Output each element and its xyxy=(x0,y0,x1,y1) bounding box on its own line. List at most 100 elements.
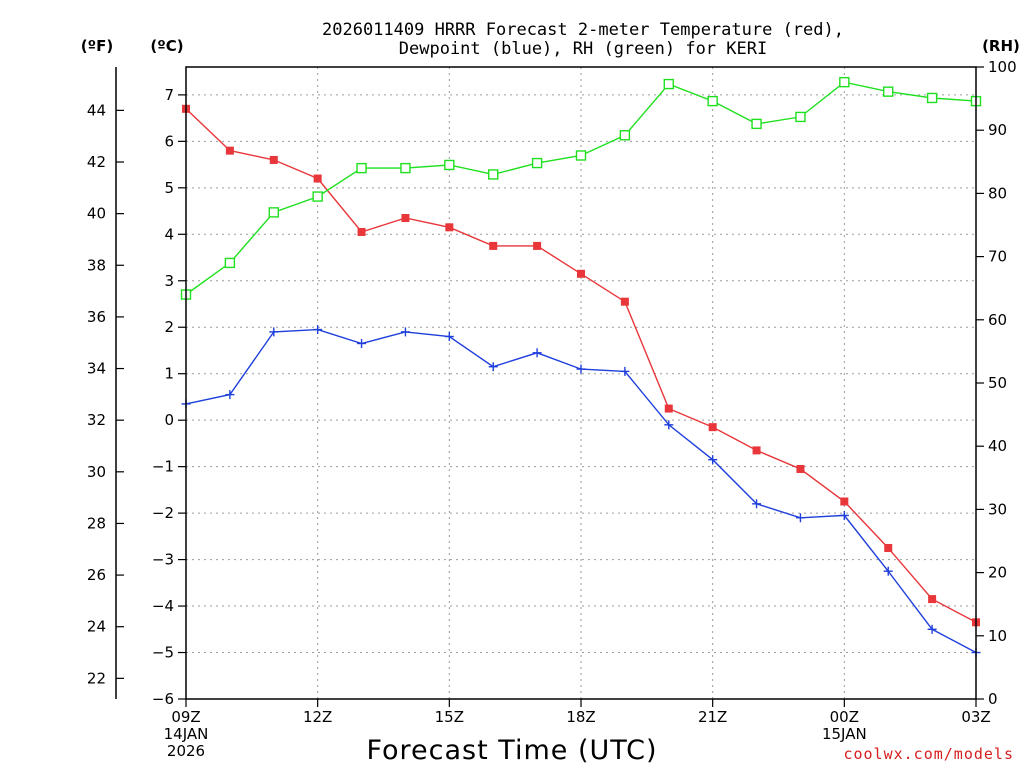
dewpoint-point xyxy=(400,327,410,337)
temperature-point xyxy=(269,155,278,164)
rh-point xyxy=(268,207,279,218)
temperature-point xyxy=(620,297,629,306)
dewpoint-point xyxy=(795,513,805,523)
rh-series xyxy=(180,76,982,300)
dewpoint-point xyxy=(927,624,937,634)
dewpoint-point xyxy=(488,362,498,372)
fahrenheit-tick-label: 38 xyxy=(87,256,106,274)
fahrenheit-tick-label: 28 xyxy=(87,514,106,532)
series-layer xyxy=(180,76,982,658)
fahrenheit-tick-label: 26 xyxy=(87,566,106,584)
rh-tick-label: 0 xyxy=(988,690,998,708)
dewpoint-point xyxy=(883,566,893,576)
title-line-2: Dewpoint (blue), RH (green) for KERI xyxy=(399,39,767,59)
chart-title: 2026011409 HRRR Forecast 2-meter Tempera… xyxy=(322,20,844,59)
rh-tick-label: 10 xyxy=(988,627,1007,645)
fahrenheit-unit-label: (ºF) xyxy=(81,37,113,55)
credit-label: coolwx.com/models xyxy=(843,745,1014,763)
temperature-point xyxy=(489,241,498,250)
celsius-tick-label: 1 xyxy=(164,365,174,383)
time-tick-label: 18Z xyxy=(566,708,595,726)
temperature-point xyxy=(928,595,937,604)
plot-frame xyxy=(185,66,977,700)
rh-tick-label: 50 xyxy=(988,374,1007,392)
rh-point xyxy=(839,76,850,88)
time-tick-label: 14JAN xyxy=(164,725,209,743)
celsius-tick-label: 3 xyxy=(164,272,174,290)
temperature-point xyxy=(445,223,454,232)
rh-point xyxy=(531,157,543,169)
rh-tick-label: 80 xyxy=(988,184,1007,202)
fahrenheit-tick-label: 30 xyxy=(87,463,106,481)
celsius-tick-label: −6 xyxy=(152,690,174,708)
dewpoint-point xyxy=(269,327,279,337)
rh-point xyxy=(575,150,587,161)
rh-point xyxy=(224,257,236,269)
celsius-tick-label: −3 xyxy=(152,551,174,569)
temperature-point xyxy=(401,214,410,223)
time-tick-label: 15JAN xyxy=(822,725,867,743)
time-tick-label: 09Z xyxy=(171,708,200,726)
dewpoint-point xyxy=(225,390,235,400)
fahrenheit-tick-label: 40 xyxy=(87,205,106,223)
celsius-tick-label: −1 xyxy=(152,458,174,476)
temperature-point xyxy=(884,543,893,552)
dewpoint-point xyxy=(357,339,367,348)
rh-point xyxy=(663,78,674,90)
celsius-tick-label: −2 xyxy=(152,504,174,522)
fahrenheit-tick-label: 32 xyxy=(87,411,106,429)
dewpoint-series xyxy=(181,325,981,658)
dewpoint-point xyxy=(576,364,586,374)
temperature-point xyxy=(796,464,805,473)
fahrenheit-axis: 22 24 26 28 30 32 34 36 38 40 42 44 xyxy=(87,67,124,699)
title-line-1: 2026011409 HRRR Forecast 2-meter Tempera… xyxy=(322,20,844,40)
celsius-tick-label: 6 xyxy=(164,132,174,150)
celsius-tick-label: 2 xyxy=(164,318,174,336)
rh-point xyxy=(883,86,894,97)
x-axis-label: Forecast Time (UTC) xyxy=(366,735,657,766)
rh-point xyxy=(488,169,499,180)
temperature-point xyxy=(752,446,761,455)
dewpoint-point xyxy=(752,499,762,509)
temperature-point xyxy=(708,423,717,432)
temperature-point xyxy=(313,174,322,183)
dewpoint-point xyxy=(313,325,323,335)
time-tick-label: 12Z xyxy=(303,708,332,726)
time-tick-label: 15Z xyxy=(435,708,464,726)
rh-point xyxy=(751,118,762,130)
fahrenheit-tick-label: 44 xyxy=(87,101,106,119)
rh-tick-label: 70 xyxy=(988,248,1007,266)
temperature-point xyxy=(664,404,673,413)
rh-tick-label: 30 xyxy=(988,500,1007,518)
rh-point xyxy=(312,191,323,202)
temperature-series xyxy=(182,104,980,627)
celsius-tick-label: 5 xyxy=(164,179,174,197)
celsius-axis: −6 −5 −4 −3 −2 −1 0 1 2 3 4 5 6 7 xyxy=(152,86,186,708)
temperature-point xyxy=(840,497,849,506)
rh-point xyxy=(707,95,718,107)
temperature-point xyxy=(357,227,366,236)
rh-point xyxy=(356,162,367,174)
rh-point xyxy=(444,159,455,171)
celsius-tick-label: 0 xyxy=(164,411,174,429)
time-tick-label: 00Z xyxy=(830,708,859,726)
temperature-point xyxy=(225,146,234,155)
rh-point xyxy=(619,130,631,141)
fahrenheit-tick-label: 22 xyxy=(87,669,106,687)
rh-tick-label: 60 xyxy=(988,311,1007,329)
rh-unit-label: (RH) xyxy=(982,37,1020,55)
fahrenheit-tick-label: 42 xyxy=(87,153,106,171)
celsius-tick-label: 4 xyxy=(164,225,174,243)
celsius-tick-label: −5 xyxy=(152,644,174,662)
rh-tick-label: 40 xyxy=(988,437,1007,455)
celsius-tick-label: 7 xyxy=(164,86,174,104)
dewpoint-point xyxy=(620,366,630,376)
dewpoint-line xyxy=(185,328,977,654)
celsius-unit-label: (ºC) xyxy=(150,37,183,55)
rh-point xyxy=(926,92,938,104)
rh-point xyxy=(795,111,806,123)
fahrenheit-tick-label: 36 xyxy=(87,308,106,326)
time-tick-label: 03Z xyxy=(961,708,990,726)
temperature-point xyxy=(533,241,542,250)
rh-axis: 0 10 20 30 40 50 60 70 80 90 100 xyxy=(976,58,1017,708)
